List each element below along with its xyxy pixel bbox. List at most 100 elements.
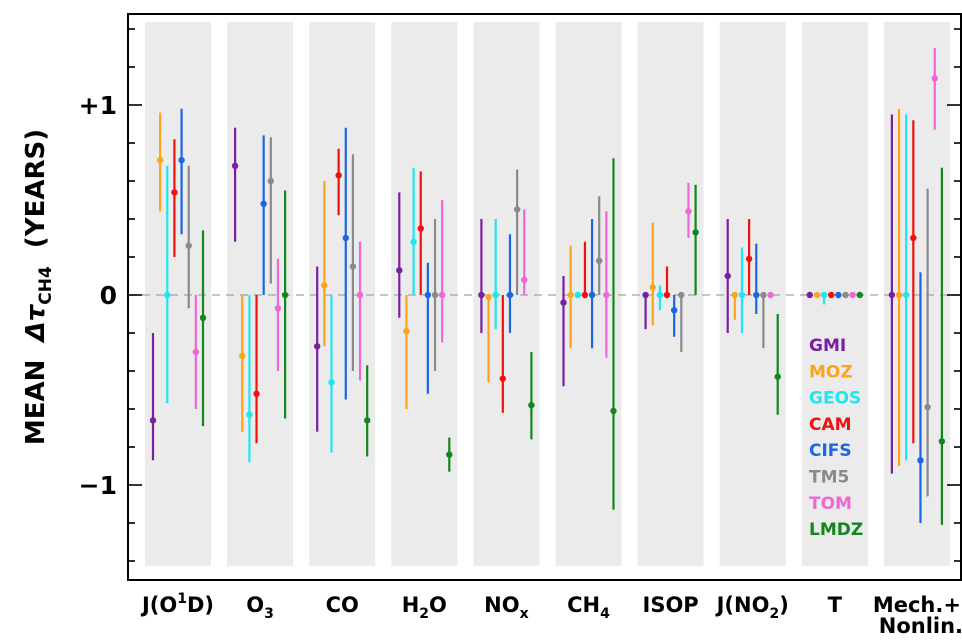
y-tick-labels: +1 0 −1	[79, 91, 117, 500]
data-point	[678, 291, 685, 299]
data-point	[767, 291, 774, 299]
data-point	[670, 307, 678, 314]
data-point	[813, 291, 821, 299]
x-tick-label: CO	[326, 593, 359, 617]
legend-entry: CAM	[809, 415, 852, 435]
data-point	[417, 225, 424, 232]
data-point	[492, 291, 499, 299]
legend-entry: LMDZ	[809, 520, 863, 540]
data-point	[888, 291, 896, 299]
axis-ticks	[128, 28, 961, 562]
data-point	[396, 267, 403, 274]
data-point	[349, 263, 357, 270]
data-point	[192, 348, 200, 356]
category-band	[719, 22, 786, 566]
data-point	[328, 379, 335, 386]
x-tick-label: H2O	[402, 593, 447, 622]
data-point	[424, 291, 432, 299]
x-tick-labels: J(O1D) O3 CO H2O NOx CH4 ISOP J(NO2) T Mech.+Nonl…	[140, 591, 962, 638]
data-point	[567, 291, 574, 299]
data-point	[931, 75, 938, 82]
data-point	[560, 299, 567, 306]
data-point	[842, 291, 849, 299]
y-tick-label: −1	[79, 471, 117, 500]
data-point	[356, 291, 364, 299]
data-point	[610, 407, 617, 415]
legend-entry: CIFS	[809, 441, 852, 461]
x-tick-label: NOx	[484, 593, 528, 622]
data-point	[596, 257, 603, 264]
data-point	[403, 327, 410, 335]
data-point	[895, 291, 903, 299]
data-point	[738, 291, 746, 299]
data-point	[774, 373, 781, 380]
data-point	[267, 177, 275, 185]
data-point	[760, 291, 767, 299]
data-point	[499, 375, 507, 382]
y-axis-label-symbol: Δτ	[21, 303, 51, 343]
data-point	[274, 305, 282, 312]
data-point	[335, 172, 342, 179]
data-point	[156, 156, 164, 164]
data-point	[924, 403, 931, 411]
plot-frame	[127, 13, 962, 581]
category-band	[555, 22, 622, 566]
data-point	[506, 291, 514, 299]
data-point	[281, 291, 289, 299]
data-point	[364, 417, 371, 424]
x-tick-label: T	[828, 593, 843, 617]
data-point	[938, 438, 946, 445]
data-point	[478, 291, 485, 299]
x-tick-label: CH4	[567, 593, 610, 622]
data-point	[171, 189, 178, 196]
data-point	[178, 156, 185, 164]
legend-entry: MOZ	[809, 362, 853, 382]
data-point	[149, 417, 157, 424]
y-axis-label-subscript: CH4	[36, 266, 56, 305]
data-point	[199, 314, 207, 321]
data-point	[513, 206, 521, 213]
data-point	[314, 343, 321, 350]
data-point	[342, 234, 349, 242]
data-point	[820, 291, 828, 299]
x-tick-label-line2: Nonlin.	[879, 614, 962, 638]
data-point	[828, 291, 835, 299]
legend-entry: GEOS	[809, 389, 861, 409]
y-tick-label: +1	[79, 91, 117, 120]
data-point	[835, 291, 842, 299]
data-point	[806, 291, 813, 299]
data-point	[231, 162, 239, 169]
data-point	[438, 291, 446, 299]
x-tick-label: Mech.+	[873, 593, 961, 617]
data-points	[149, 75, 946, 464]
x-tick-label: J(NO2)	[715, 593, 789, 622]
data-point	[724, 272, 731, 280]
data-point	[410, 238, 417, 245]
data-point	[663, 291, 671, 299]
data-point	[642, 291, 649, 299]
data-point	[528, 402, 535, 409]
data-point	[745, 255, 753, 263]
data-point	[581, 291, 589, 299]
y-axis-label-suffix: (YEARS)	[21, 129, 51, 266]
data-point	[185, 242, 192, 249]
y-axis-label-prefix: MEAN	[21, 341, 51, 445]
data-point	[239, 352, 246, 359]
data-point	[446, 451, 453, 458]
data-point	[321, 282, 328, 289]
data-point	[753, 291, 760, 299]
data-point	[692, 229, 699, 236]
data-point	[485, 293, 492, 301]
x-tick-label: J(O1D)	[140, 591, 214, 617]
data-point	[910, 234, 917, 242]
data-point	[902, 291, 910, 299]
legend-entry: TOM	[809, 494, 852, 514]
data-point	[856, 291, 863, 299]
data-point	[521, 276, 528, 283]
data-point	[603, 291, 610, 299]
y-tick-label: 0	[100, 281, 117, 310]
data-point	[685, 208, 692, 215]
category-band	[309, 22, 376, 566]
legend: GMI MOZ GEOS CAM CIFS TM5 TOM LMDZ	[809, 336, 863, 540]
